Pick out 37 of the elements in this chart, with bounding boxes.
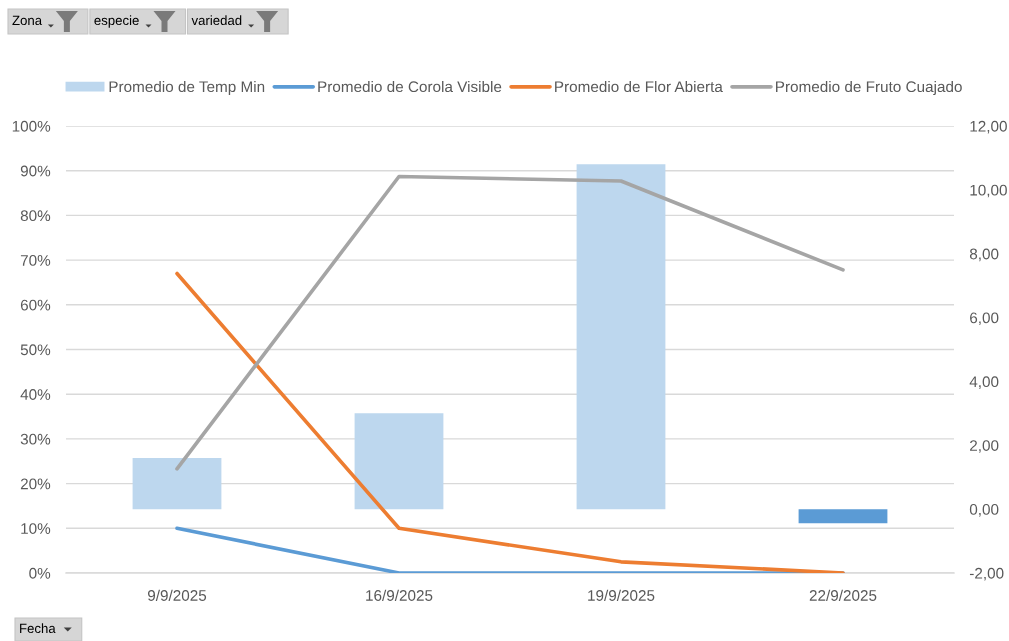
y2-tick-label: 0,00 (969, 504, 999, 517)
y-tick-label: 90% (20, 165, 51, 177)
text: variedad (191, 15, 242, 26)
y-tick-label: 30% (20, 433, 51, 445)
bar (576, 164, 666, 510)
y2-tick-label: 4,00 (969, 376, 999, 389)
legend-label: Promedio de Corola Visible (318, 80, 502, 93)
y-tick-label: 10% (21, 523, 51, 534)
bar (132, 458, 222, 510)
legend-label: Promedio de Temp Min (109, 80, 265, 96)
x-tick-label: 16/9/2025 (366, 589, 433, 601)
line-series (175, 271, 845, 573)
y-tick-label: 60% (20, 299, 51, 311)
y2-tick-label: -2,00 (969, 567, 1004, 581)
legend-label: Promedio de Fruto Cuajado (776, 80, 962, 96)
bar (798, 509, 888, 524)
x-tick-label: 9/9/2025 (147, 589, 207, 601)
y-tick-label: 0% (29, 567, 51, 579)
x-tick-label: 22/9/2025 (809, 589, 877, 601)
legend-label: Promedio de Flor Abierta (555, 80, 723, 93)
line-series (175, 174, 845, 471)
y-tick-label: 50% (20, 344, 51, 356)
y2-tick-label: 8,00 (969, 248, 999, 262)
y-tick-label: 20% (20, 478, 51, 490)
x-axis-title: Fecha (20, 623, 56, 634)
y-tick-label: 80% (20, 210, 51, 222)
text: especie (94, 15, 139, 28)
y2-tick-label: 10,00 (970, 184, 1007, 198)
y2-tick-label: 12,00 (970, 120, 1007, 134)
y-tick-label: 40% (20, 389, 51, 400)
y-tick-label: 70% (20, 254, 51, 266)
y-tick-label: 100% (12, 120, 51, 132)
y2-tick-label: 2,00 (970, 440, 999, 453)
text: Zona (12, 15, 43, 26)
x-tick-label: 19/9/2025 (588, 589, 655, 601)
y2-tick-label: 6,00 (970, 312, 999, 326)
bar (354, 413, 444, 510)
